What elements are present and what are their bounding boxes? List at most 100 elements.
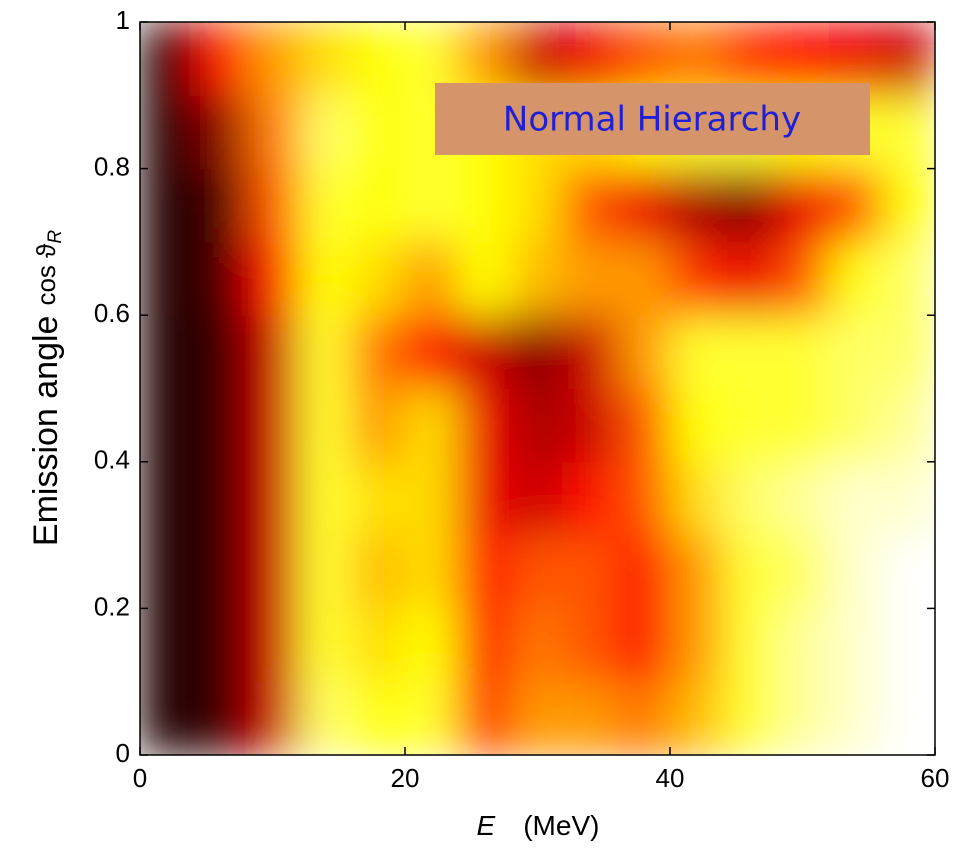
heat-cell xyxy=(192,388,247,463)
heat-cell xyxy=(616,314,671,389)
heat-cell xyxy=(457,168,512,243)
heat-cell xyxy=(192,168,247,243)
x-label-symbol: E xyxy=(477,810,496,841)
heat-cell xyxy=(140,534,194,609)
heat-cell xyxy=(404,314,459,389)
heat-cell xyxy=(722,241,777,316)
heat-cell xyxy=(404,607,459,683)
heat-cell xyxy=(722,681,777,755)
heat-cell xyxy=(140,461,194,536)
heat-cell xyxy=(616,534,671,609)
heat-cell xyxy=(192,241,247,316)
heat-cell xyxy=(669,534,724,609)
heat-cell xyxy=(245,22,300,96)
heat-cell xyxy=(351,314,406,389)
heat-cell xyxy=(245,168,300,243)
heatmap-area xyxy=(140,22,935,755)
heat-cell xyxy=(298,388,353,463)
heat-cell xyxy=(457,314,512,389)
heat-cell xyxy=(881,534,935,609)
heat-cell xyxy=(351,388,406,463)
heat-cell xyxy=(669,314,724,389)
heat-cell xyxy=(192,22,247,96)
heat-cell xyxy=(457,388,512,463)
heat-cell xyxy=(192,94,247,170)
y-tick-label: 1 xyxy=(116,5,130,35)
heat-cell xyxy=(245,314,300,389)
heat-cell xyxy=(140,168,194,243)
heat-cell xyxy=(881,168,935,243)
heat-cell xyxy=(775,241,830,316)
annotation-box xyxy=(435,83,870,155)
heat-cell xyxy=(457,241,512,316)
heatmap-cells xyxy=(140,22,935,755)
heat-cell xyxy=(510,681,565,755)
heat-cell xyxy=(881,607,935,683)
heat-cell xyxy=(563,168,618,243)
x-label-unit: (MeV) xyxy=(523,810,599,841)
heat-cell xyxy=(245,681,300,755)
heat-cell xyxy=(510,314,565,389)
heat-cell xyxy=(351,607,406,683)
heat-cell xyxy=(140,388,194,463)
heat-cell xyxy=(722,314,777,389)
y-label-text: Emission angle xyxy=(27,316,65,547)
heat-cell xyxy=(828,388,883,463)
heat-cell xyxy=(245,94,300,170)
heat-cell xyxy=(192,314,247,389)
plot-frame xyxy=(139,21,936,756)
heat-cell xyxy=(775,388,830,463)
annotation: Normal Hierarchy xyxy=(503,100,801,140)
heat-cell xyxy=(192,607,247,683)
heat-cell xyxy=(722,388,777,463)
heat-cell xyxy=(669,607,724,683)
heat-cell xyxy=(351,22,406,96)
heat-cell xyxy=(616,681,671,755)
heat-cell xyxy=(245,607,300,683)
heat-cell xyxy=(510,168,565,243)
heat-cell xyxy=(351,534,406,609)
y-label-symbol: cos ϑ xyxy=(31,243,61,306)
heat-cell xyxy=(881,314,935,389)
heat-cell xyxy=(298,681,353,755)
heat-cell xyxy=(828,461,883,536)
heat-cell xyxy=(669,168,724,243)
heat-cell xyxy=(245,534,300,609)
y-tick-label: 0.4 xyxy=(94,445,130,475)
heat-cell xyxy=(192,681,247,755)
heat-cell xyxy=(828,681,883,755)
heat-cell xyxy=(563,388,618,463)
heat-cell xyxy=(669,241,724,316)
heat-cell xyxy=(616,241,671,316)
heat-cell xyxy=(404,681,459,755)
heat-cell xyxy=(140,607,194,683)
heat-cell xyxy=(457,534,512,609)
heat-cell xyxy=(775,168,830,243)
heat-cell xyxy=(404,534,459,609)
heat-cell xyxy=(616,607,671,683)
heat-cell xyxy=(245,388,300,463)
heat-cell xyxy=(563,681,618,755)
heat-cell xyxy=(881,388,935,463)
y-tick-label: 0.8 xyxy=(94,151,130,181)
heat-cell xyxy=(616,388,671,463)
heat-cell xyxy=(298,461,353,536)
y-tick-label: 0.6 xyxy=(94,298,130,328)
heat-cell xyxy=(722,168,777,243)
heat-cell xyxy=(669,461,724,536)
x-axis-label: E (MeV) xyxy=(477,810,600,841)
heat-cell xyxy=(828,241,883,316)
heat-cell xyxy=(828,314,883,389)
heat-cell xyxy=(298,534,353,609)
heat-cell xyxy=(563,607,618,683)
x-tick-label: 0 xyxy=(133,763,147,793)
heat-cell xyxy=(881,241,935,316)
heat-cell xyxy=(828,534,883,609)
y-tick-label: 0 xyxy=(116,738,130,768)
heat-cell xyxy=(192,461,247,536)
heat-cell xyxy=(669,681,724,755)
axes: 0 20 40 60 0 0.2 0.4 0.6 0.8 1 xyxy=(94,5,950,793)
heat-cell xyxy=(616,168,671,243)
heat-cell xyxy=(351,168,406,243)
